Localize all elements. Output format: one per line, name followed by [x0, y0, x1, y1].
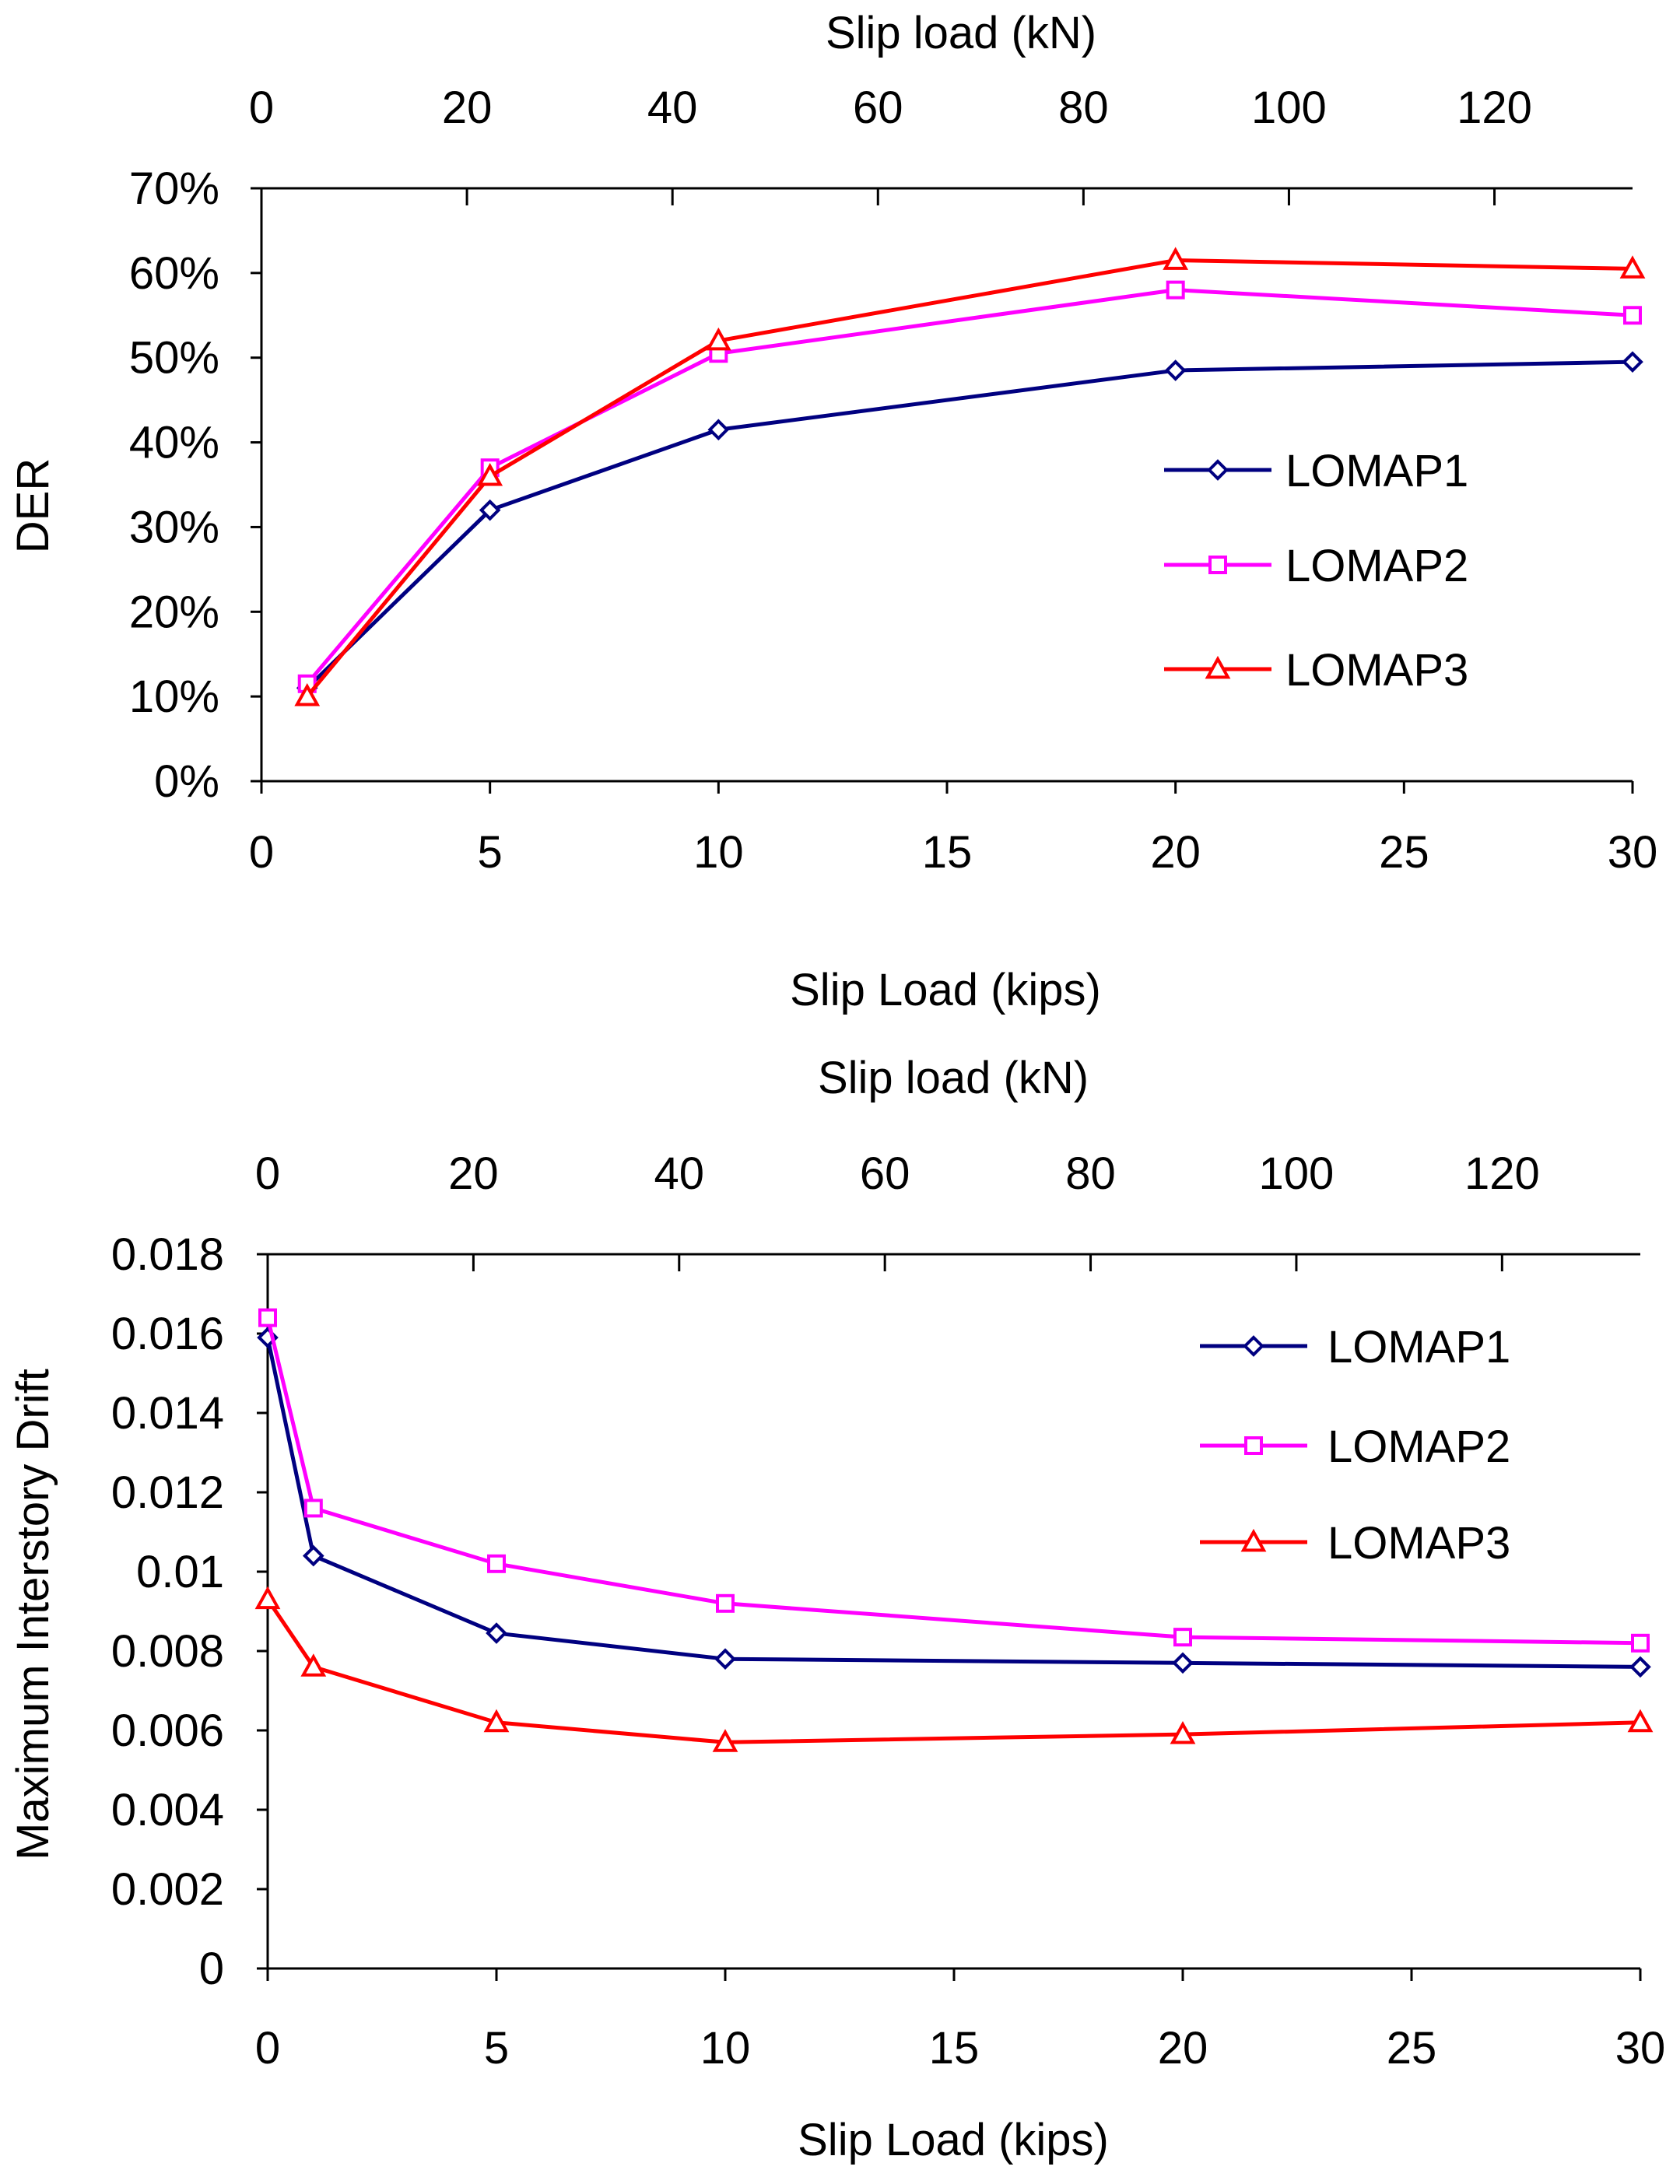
x2-tick-label: 40 — [654, 1148, 705, 1199]
x2-tick-label: 40 — [647, 82, 698, 133]
data-point-lomap1 — [302, 1544, 324, 1567]
data-point-lomap2 — [1166, 280, 1185, 300]
legend-marker-lomap2 — [1208, 556, 1227, 574]
x-tick-label: 20 — [1158, 2023, 1208, 2074]
data-point-lomap2 — [487, 1554, 506, 1573]
data-point-lomap3 — [1627, 1709, 1654, 1733]
y-axis-title: DER — [8, 458, 58, 553]
series-line-lomap1 — [305, 359, 1633, 690]
x2-tick-label: 0 — [249, 82, 274, 133]
x2-tick-label: 120 — [1457, 82, 1532, 133]
data-point-lomap1 — [1629, 1656, 1651, 1678]
y-tick-label: 0.018 — [111, 1229, 224, 1280]
series-line-lomap1 — [265, 1337, 1641, 1669]
x-tick-label: 25 — [1379, 827, 1429, 878]
series-line-lomap3 — [265, 1598, 1641, 1744]
x-tick-label: 30 — [1608, 827, 1658, 878]
x-tick-label: 15 — [929, 2023, 980, 2074]
x2-tick-label: 120 — [1464, 1148, 1540, 1199]
data-point-lomap3 — [483, 1709, 510, 1733]
data-point-lomap1 — [1622, 351, 1643, 373]
x-tick-label: 5 — [478, 827, 503, 878]
y-tick-label: 30% — [129, 502, 219, 552]
y-tick-label: 0.012 — [111, 1467, 224, 1518]
data-point-lomap3 — [1619, 255, 1646, 279]
x2-tick-label: 20 — [448, 1148, 499, 1199]
y-tick-label: 60% — [129, 248, 219, 299]
data-point-lomap3 — [1163, 247, 1189, 270]
data-point-lomap2 — [1631, 1633, 1650, 1653]
y-tick-label: 70% — [129, 163, 219, 214]
x-tick-label: 15 — [922, 827, 973, 878]
x-tick-label: 0 — [249, 827, 274, 878]
series-line-lomap2 — [265, 1317, 1641, 1646]
x-tick-label: 0 — [255, 2023, 280, 2074]
data-point-lomap2 — [1173, 1628, 1192, 1647]
top-axis-title: Slip load (kN) — [826, 8, 1096, 58]
y-tick-label: 0.004 — [111, 1785, 224, 1835]
y-tick-label: 20% — [129, 587, 219, 637]
legend-label: LOMAP1 — [1328, 1322, 1510, 1372]
x-tick-label: 10 — [700, 2023, 751, 2074]
data-point-lomap2 — [716, 1593, 735, 1613]
data-point-lomap1 — [479, 499, 501, 521]
legend-label: LOMAP3 — [1285, 645, 1468, 696]
chart-drift: Slip load (kN) Slip Load (kips) Maximum … — [8, 1053, 1665, 2165]
x2-tick-label: 60 — [853, 82, 903, 133]
legend-label: LOMAP2 — [1328, 1422, 1510, 1472]
legend-label: LOMAP1 — [1285, 446, 1468, 496]
y-tick-label: 0.008 — [111, 1626, 224, 1677]
bottom-axis-title: Slip Load (kips) — [798, 2115, 1109, 2165]
data-point-lomap1 — [1172, 1652, 1194, 1674]
y-tick-label: 50% — [129, 333, 219, 384]
y-tick-label: 40% — [129, 418, 219, 468]
data-point-lomap1 — [1164, 359, 1187, 381]
data-point-lomap3 — [254, 1586, 281, 1610]
x-tick-label: 25 — [1387, 2023, 1437, 2074]
data-point-lomap1 — [707, 419, 730, 441]
y-tick-label: 0.006 — [111, 1705, 224, 1756]
x2-tick-label: 100 — [1259, 1148, 1335, 1199]
x2-tick-label: 80 — [1058, 82, 1109, 133]
legend-marker-lomap2 — [1244, 1436, 1263, 1455]
y-tick-label: 0 — [199, 1944, 224, 1994]
top-axis-title: Slip load (kN) — [818, 1053, 1089, 1103]
x2-tick-label: 60 — [860, 1148, 910, 1199]
y-tick-label: 0.002 — [111, 1864, 224, 1915]
y-tick-label: 0.016 — [111, 1309, 224, 1359]
x2-tick-label: 80 — [1065, 1148, 1116, 1199]
data-point-lomap1 — [714, 1648, 736, 1670]
x-tick-label: 30 — [1615, 2023, 1666, 2074]
data-point-lomap2 — [303, 1499, 323, 1518]
data-point-lomap3 — [477, 462, 503, 486]
x2-tick-label: 100 — [1251, 82, 1327, 133]
legend-label: LOMAP2 — [1285, 541, 1468, 591]
chart-der: Slip load (kN) Slip Load (kips) DER 0% 10… — [8, 8, 1657, 1015]
y-tick-label: 0.014 — [111, 1388, 224, 1439]
y-tick-label: 0.01 — [136, 1547, 224, 1597]
data-point-lomap3 — [300, 1653, 327, 1677]
legend-marker-lomap1 — [1207, 459, 1229, 481]
data-point-lomap3 — [712, 1729, 738, 1752]
x2-tick-label: 0 — [255, 1148, 280, 1199]
x-tick-label: 5 — [484, 2023, 509, 2074]
y-tick-label: 10% — [129, 671, 219, 722]
legend-marker-lomap3 — [1240, 1528, 1267, 1552]
data-point-lomap1 — [486, 1622, 507, 1644]
x-tick-label: 10 — [693, 827, 744, 878]
y-axis-title: Maximum Interstory Drift — [8, 1369, 58, 1860]
legend-marker-lomap3 — [1205, 655, 1231, 679]
data-point-lomap2 — [1623, 306, 1642, 325]
legend-label: LOMAP3 — [1328, 1518, 1510, 1569]
data-point-lomap3 — [1170, 1720, 1196, 1744]
legend-marker-lomap1 — [1243, 1335, 1264, 1357]
data-point-lomap2 — [258, 1308, 277, 1327]
bottom-axis-title: Slip Load (kips) — [790, 965, 1101, 1015]
data-point-lomap3 — [705, 327, 731, 351]
y-tick-label: 0% — [154, 756, 219, 807]
data-point-lomap3 — [294, 683, 321, 706]
x-tick-label: 20 — [1150, 827, 1201, 878]
x2-tick-label: 20 — [442, 82, 493, 133]
